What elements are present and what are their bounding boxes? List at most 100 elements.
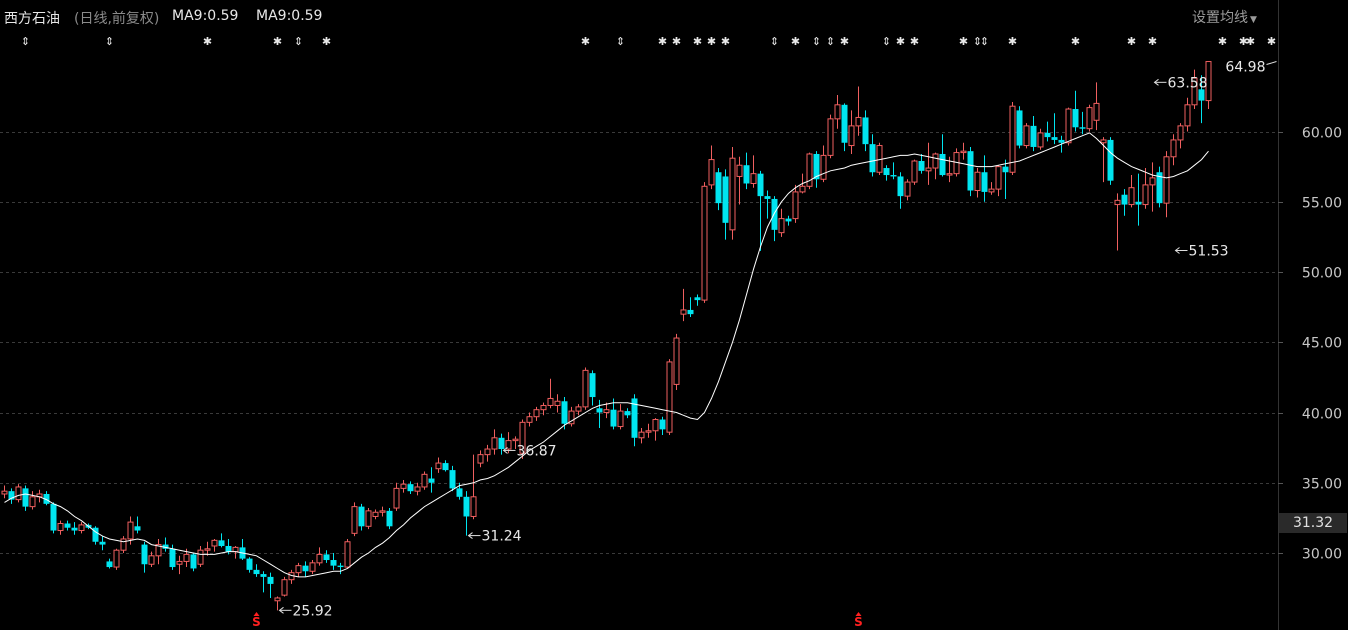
candle	[267, 572, 274, 598]
event-marker-icon: ⇕	[826, 35, 835, 48]
candle-body	[1205, 61, 1212, 102]
y-tick-label: 50.00	[1302, 266, 1342, 282]
annotation-label: 36.87	[517, 443, 557, 459]
candle	[855, 86, 862, 136]
candle-body	[99, 541, 106, 545]
candle	[1128, 175, 1135, 208]
candle	[211, 538, 218, 552]
candle	[883, 165, 890, 181]
candle-body	[1142, 184, 1149, 206]
candle	[337, 562, 344, 575]
candle-body	[148, 555, 155, 565]
candle-body	[582, 369, 589, 408]
candle	[449, 465, 456, 492]
candle-body	[1128, 187, 1135, 206]
candle	[918, 153, 925, 174]
candle-body	[743, 165, 750, 184]
annotation-label: 25.92	[293, 603, 333, 619]
candle-body	[407, 484, 414, 492]
candle-body	[22, 488, 29, 507]
candle	[820, 145, 827, 183]
candle	[561, 397, 568, 430]
candle-body	[568, 410, 575, 425]
candle	[239, 538, 246, 561]
candle-body	[890, 175, 897, 177]
candle	[568, 406, 575, 427]
event-marker-icon: ⇕	[980, 35, 989, 48]
candle-body	[323, 554, 330, 561]
candle	[925, 142, 932, 185]
candle-body	[498, 437, 505, 450]
candle-body	[1198, 89, 1205, 101]
candle	[617, 404, 624, 430]
candle	[1198, 75, 1205, 124]
candle	[421, 471, 428, 490]
candle-body	[841, 104, 848, 143]
event-marker-icon: ✱	[672, 35, 681, 48]
candle-body	[281, 579, 288, 596]
candle	[428, 467, 435, 493]
candle	[148, 551, 155, 568]
candle-body	[1177, 125, 1184, 141]
candle	[715, 168, 722, 211]
candle-body	[1114, 199, 1121, 206]
candle	[512, 436, 519, 450]
candle	[1205, 61, 1212, 110]
candle-body	[603, 409, 610, 414]
candle	[1100, 137, 1107, 183]
event-marker-icon: ⇕	[882, 35, 891, 48]
candle-body	[575, 406, 582, 412]
candle	[64, 520, 71, 531]
candle-body	[386, 510, 393, 527]
candle-body	[1107, 139, 1114, 181]
candle	[757, 170, 764, 251]
ma-settings-button[interactable]: 设置均线 ▼	[1192, 7, 1257, 27]
candle-body	[757, 173, 764, 197]
candle-body	[540, 404, 547, 411]
candle-body	[729, 157, 736, 231]
candle-body	[995, 166, 1002, 190]
candle	[246, 557, 253, 573]
candle-body	[911, 160, 918, 183]
annotation-label: 51.53	[1189, 244, 1229, 260]
candle-body	[1093, 102, 1100, 121]
candle	[701, 182, 708, 303]
candle-body	[638, 431, 645, 439]
candle	[358, 503, 365, 531]
candle	[260, 571, 267, 593]
candle-body	[988, 188, 995, 193]
candle-body	[778, 218, 785, 234]
candle-body	[295, 565, 302, 574]
candle	[729, 146, 736, 240]
candle-body	[631, 398, 638, 438]
candle-body	[449, 470, 456, 489]
event-marker-icon: ✱	[910, 35, 919, 48]
event-marker-icon: ⇕	[770, 35, 779, 48]
candle-body	[645, 430, 652, 433]
candle-body	[519, 421, 526, 454]
y-tick-label: 35.00	[1302, 477, 1342, 493]
candle-body	[1135, 201, 1142, 205]
candle	[1065, 107, 1072, 146]
candle	[1149, 162, 1156, 212]
candle	[1, 485, 8, 499]
candle	[764, 190, 771, 219]
candle-body	[330, 560, 337, 566]
candle	[204, 541, 211, 556]
candle-body	[169, 548, 176, 568]
price-annotation: 25.92	[278, 603, 333, 619]
caret-down-icon: ▼	[1250, 15, 1257, 25]
candle	[134, 516, 141, 534]
candle	[967, 146, 974, 197]
candle-body	[1058, 139, 1065, 143]
candle	[484, 444, 491, 462]
candle	[610, 398, 617, 430]
candle	[323, 550, 330, 563]
candle	[1037, 128, 1044, 150]
candle-body	[365, 510, 372, 527]
candle	[8, 488, 15, 504]
candle-body	[120, 538, 127, 551]
candle-body	[141, 544, 148, 565]
candle-body	[442, 463, 449, 471]
